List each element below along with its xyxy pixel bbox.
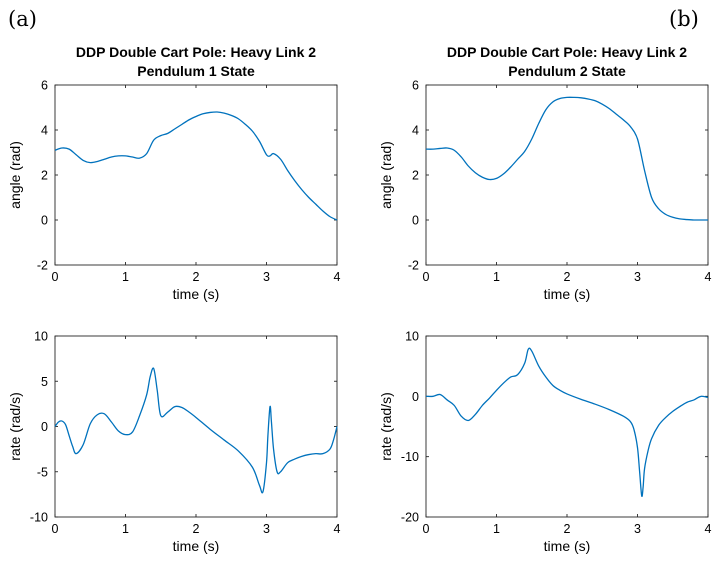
series-line [425,96,708,221]
plot-pendulum2-angle: 0 1 2 3 4 -2 0 2 4 6 time (s) angle (rad) [378,79,712,303]
chart-title-right-line1: DDP Double Cart Pole: Heavy Link 2 [447,44,687,60]
y-tick-label: 4 [41,124,48,138]
x-tick-label: 2 [193,522,200,536]
panel-label-b: (b) [669,7,699,31]
series-line [425,347,709,498]
chart-title-right-line2: Pendulum 2 State [508,63,626,79]
x-tick-label: 3 [634,522,641,536]
series-line [54,111,338,221]
plot-pendulum1-rate: 0 1 2 3 4 -10 -5 0 5 10 time (s) rate (rad/s) [7,330,341,555]
y-tick-label: 10 [34,330,48,344]
x-tick-label: 4 [334,270,341,284]
x-axis-label: time (s) [544,286,591,302]
x-axis-label: time (s) [544,538,591,554]
y-tick-label: 4 [412,124,419,138]
y-tick-label: 10 [405,330,419,344]
y-tick-label: 0 [412,390,419,404]
chart-title-left-line1: DDP Double Cart Pole: Heavy Link 2 [76,44,316,60]
y-tick-label: -2 [408,259,419,273]
axes-frame [54,84,338,266]
y-tick-label: 6 [41,79,48,93]
y-tick-label: -10 [30,511,48,525]
y-tick-label: 2 [41,169,48,183]
x-tick-label: 3 [263,522,270,536]
y-tick-label: 0 [412,214,419,228]
y-tick-label: -20 [401,511,419,525]
x-tick-label: 2 [564,270,571,284]
y-axis-label: rate (rad/s) [378,392,394,460]
x-tick-label: 1 [122,522,129,536]
x-axis-label: time (s) [173,538,220,554]
x-tick-label: 0 [423,522,430,536]
y-tick-label: 5 [41,375,48,389]
x-tick-label: 4 [705,522,712,536]
x-tick-label: 1 [493,270,500,284]
x-tick-label: 3 [634,270,641,284]
y-axis-label: angle (rad) [378,141,394,209]
x-axis-label: time (s) [173,286,220,302]
axes-frame [425,335,709,518]
y-tick-label: 0 [41,214,48,228]
x-tick-label: 0 [52,522,59,536]
axes-frame [54,335,338,518]
y-tick-label: -10 [401,450,419,464]
axes-frame [425,84,709,266]
x-tick-label: 0 [52,270,59,284]
y-tick-label: 0 [41,420,48,434]
x-tick-label: 2 [564,522,571,536]
x-tick-label: 4 [705,270,712,284]
x-tick-label: 1 [493,522,500,536]
y-tick-label: -5 [37,465,48,479]
plot-pendulum2-rate: 0 1 2 3 4 -20 -10 0 10 time (s) rate (rad/s) [378,330,712,555]
x-tick-label: 2 [193,270,200,284]
series-line [54,367,338,494]
y-tick-label: 2 [412,169,419,183]
y-tick-label: -2 [37,259,48,273]
y-axis-label: rate (rad/s) [7,392,23,460]
x-tick-label: 0 [423,270,430,284]
chart-title-left-line2: Pendulum 1 State [137,63,255,79]
plot-pendulum1-angle: 0 1 2 3 4 -2 0 2 4 6 time (s) angle (rad) [7,79,341,303]
y-axis-label: angle (rad) [7,141,23,209]
x-tick-label: 4 [334,522,341,536]
panel-label-a: (a) [8,7,37,31]
y-tick-label: 6 [412,79,419,93]
x-tick-label: 3 [263,270,270,284]
x-tick-label: 1 [122,270,129,284]
